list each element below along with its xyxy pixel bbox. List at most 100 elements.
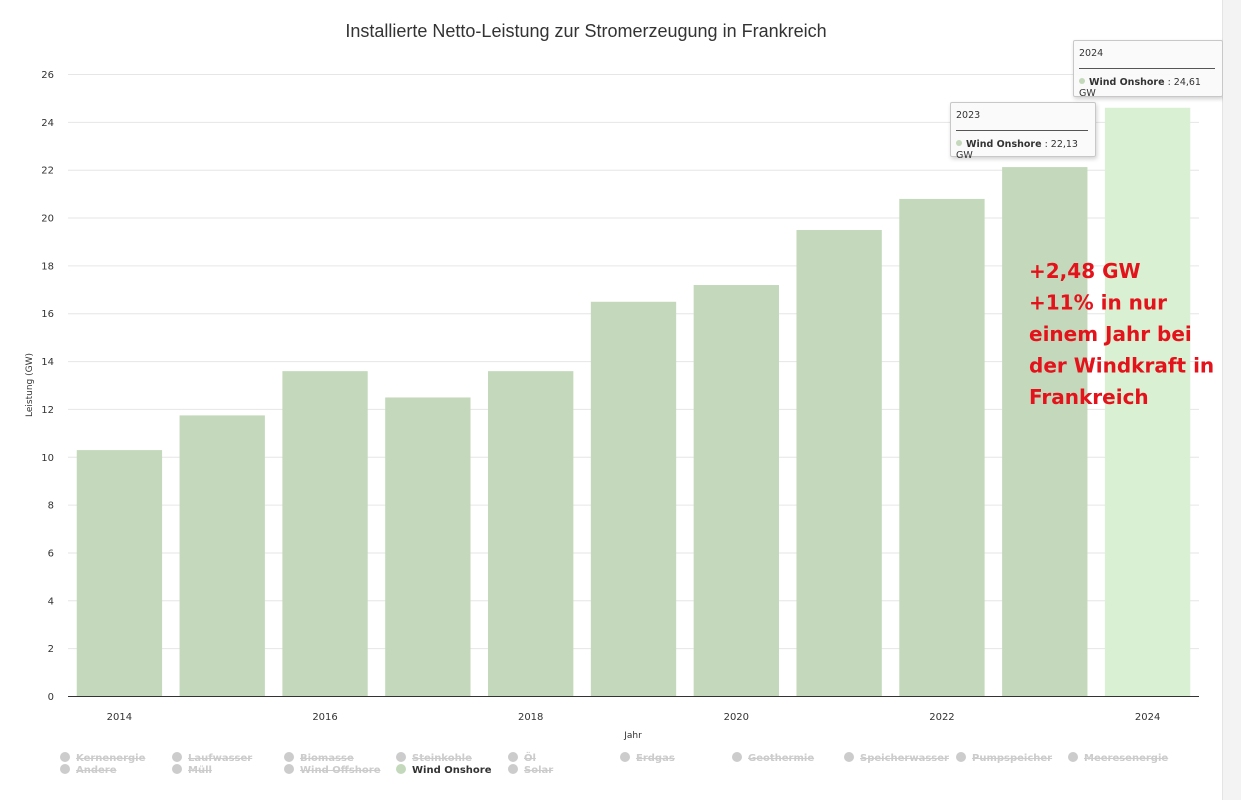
legend-item[interactable]: Öl bbox=[508, 752, 536, 764]
legend-dot bbox=[956, 752, 966, 762]
legend-dot bbox=[1068, 752, 1078, 762]
x-tick-label: 2016 bbox=[312, 712, 337, 723]
annotation-line: einem Jahr bei bbox=[1029, 322, 1192, 346]
x-tick-label: 2020 bbox=[724, 712, 749, 723]
y-axis-label: Leistung (GW) bbox=[25, 353, 35, 417]
y-tick-label: 10 bbox=[41, 453, 54, 464]
tooltip-value: : 22,13 GW bbox=[956, 139, 1078, 161]
legend-item[interactable]: Speicherwasser bbox=[844, 752, 949, 764]
legend-dot bbox=[844, 752, 854, 762]
legend-label: Biomasse bbox=[300, 753, 354, 764]
tooltip-year: 2023 bbox=[956, 110, 981, 121]
legend-dot bbox=[60, 764, 70, 774]
bars bbox=[76, 107, 1191, 697]
annotation: +2,48 GW +11% in nur einem Jahr bei der Win… bbox=[1029, 259, 1214, 409]
tooltip-value: : 24,61 GW bbox=[1079, 77, 1201, 99]
tooltip-series-dot bbox=[1079, 78, 1085, 84]
y-tick-label: 26 bbox=[41, 70, 54, 81]
legend-dot bbox=[172, 764, 182, 774]
x-tick-label: 2024 bbox=[1135, 712, 1160, 723]
x-tick-label: 2018 bbox=[518, 712, 543, 723]
legend-dot bbox=[508, 764, 518, 774]
legend-label: Wind Offshore bbox=[300, 765, 381, 776]
tooltip-series-name: Wind Onshore bbox=[966, 139, 1042, 150]
y-tick-label: 22 bbox=[41, 166, 54, 177]
bar-2014[interactable] bbox=[76, 450, 163, 697]
legend-label: Wind Onshore bbox=[412, 765, 492, 776]
legend-label: Kernenergie bbox=[76, 753, 146, 764]
legend-dot bbox=[620, 752, 630, 762]
y-tick-label: 4 bbox=[48, 596, 54, 607]
bar-2018[interactable] bbox=[488, 371, 574, 697]
tooltip-series-name: Wind Onshore bbox=[1089, 77, 1165, 88]
y-tick-label: 16 bbox=[41, 309, 54, 320]
legend-label: Meeresenergie bbox=[1084, 753, 1169, 764]
bar-2020[interactable] bbox=[693, 285, 779, 697]
legend-dot bbox=[284, 752, 294, 762]
annotation-line: +11% in nur bbox=[1029, 291, 1167, 315]
y-tick-label: 0 bbox=[48, 692, 54, 703]
bar-2022[interactable] bbox=[899, 198, 985, 697]
legend-dot bbox=[396, 752, 406, 762]
legend-item[interactable]: Geothermie bbox=[732, 752, 814, 764]
legend-item[interactable]: Biomasse bbox=[284, 752, 354, 764]
legend-item[interactable]: Erdgas bbox=[620, 752, 675, 764]
bar-2021[interactable] bbox=[796, 230, 882, 697]
legend-label: Steinkohle bbox=[412, 753, 472, 764]
y-tick-label: 8 bbox=[48, 501, 54, 512]
legend-dot bbox=[396, 764, 406, 774]
legend-label: Öl bbox=[524, 753, 536, 764]
y-tick-label: 2 bbox=[48, 644, 54, 655]
bar-2016[interactable] bbox=[282, 371, 368, 697]
legend-item[interactable]: Steinkohle bbox=[396, 752, 472, 764]
legend-label: Geothermie bbox=[748, 753, 815, 764]
x-tick-label: 2014 bbox=[107, 712, 132, 723]
legend-dot bbox=[508, 752, 518, 762]
legend-dot bbox=[732, 752, 742, 762]
y-tick-label: 24 bbox=[41, 118, 54, 129]
bar-2023[interactable] bbox=[1002, 167, 1088, 697]
x-tick-label: 2022 bbox=[929, 712, 954, 723]
x-axis-label: Jahr bbox=[623, 731, 642, 741]
y-tick-label: 12 bbox=[41, 405, 54, 416]
legend-item[interactable]: Laufwasser bbox=[172, 752, 252, 764]
legend-label: Erdgas bbox=[636, 753, 675, 764]
legend-label: Solar bbox=[524, 765, 554, 776]
y-tick-label: 18 bbox=[41, 261, 54, 272]
legend-label: Laufwasser bbox=[188, 753, 253, 764]
chart-title: Installierte Netto-Leistung zur Stromerz… bbox=[345, 21, 826, 41]
y-tick-label: 14 bbox=[41, 357, 54, 368]
tooltip-year: 2024 bbox=[1079, 48, 1104, 59]
legend-item[interactable]: Müll bbox=[172, 764, 212, 776]
legend-label: Müll bbox=[188, 765, 212, 776]
bar-2017[interactable] bbox=[385, 397, 471, 697]
tooltip-series-dot bbox=[956, 140, 962, 146]
tooltip-2023: 2023 Wind Onshore : 22,13 GW bbox=[950, 102, 1096, 161]
legend-dot bbox=[60, 752, 70, 762]
legend-label: Pumpspeicher bbox=[972, 753, 1053, 764]
legend-item[interactable]: Wind Onshore bbox=[396, 764, 492, 776]
legend-label: Speicherwasser bbox=[860, 753, 949, 764]
legend-item[interactable]: Kernenergie bbox=[60, 752, 145, 764]
legend-dot bbox=[172, 752, 182, 762]
bar-2019[interactable] bbox=[590, 301, 677, 697]
legend-dot bbox=[284, 764, 294, 774]
y-tick-label: 20 bbox=[41, 214, 54, 225]
legend-item[interactable]: Wind Offshore bbox=[284, 764, 380, 776]
legend-item[interactable]: Pumpspeicher bbox=[956, 752, 1052, 764]
y-tick-label: 6 bbox=[48, 548, 54, 559]
legend-item[interactable]: Andere bbox=[60, 764, 117, 776]
bar-2024[interactable] bbox=[1104, 107, 1191, 697]
annotation-line: +2,48 GW bbox=[1029, 259, 1141, 283]
annotation-line: Frankreich bbox=[1029, 385, 1149, 409]
bar-2015[interactable] bbox=[179, 415, 265, 697]
annotation-line: der Windkraft in bbox=[1029, 354, 1214, 378]
page-scrollbar[interactable] bbox=[1223, 0, 1241, 800]
tooltip-2024: 2024 Wind Onshore : 24,61 GW bbox=[1073, 40, 1223, 99]
legend-item[interactable]: Meeresenergie bbox=[1068, 752, 1168, 764]
legend-item[interactable]: Solar bbox=[508, 764, 553, 776]
x-axis-ticks: 2014 2016 2018 2020 2022 2024 bbox=[107, 712, 1161, 723]
